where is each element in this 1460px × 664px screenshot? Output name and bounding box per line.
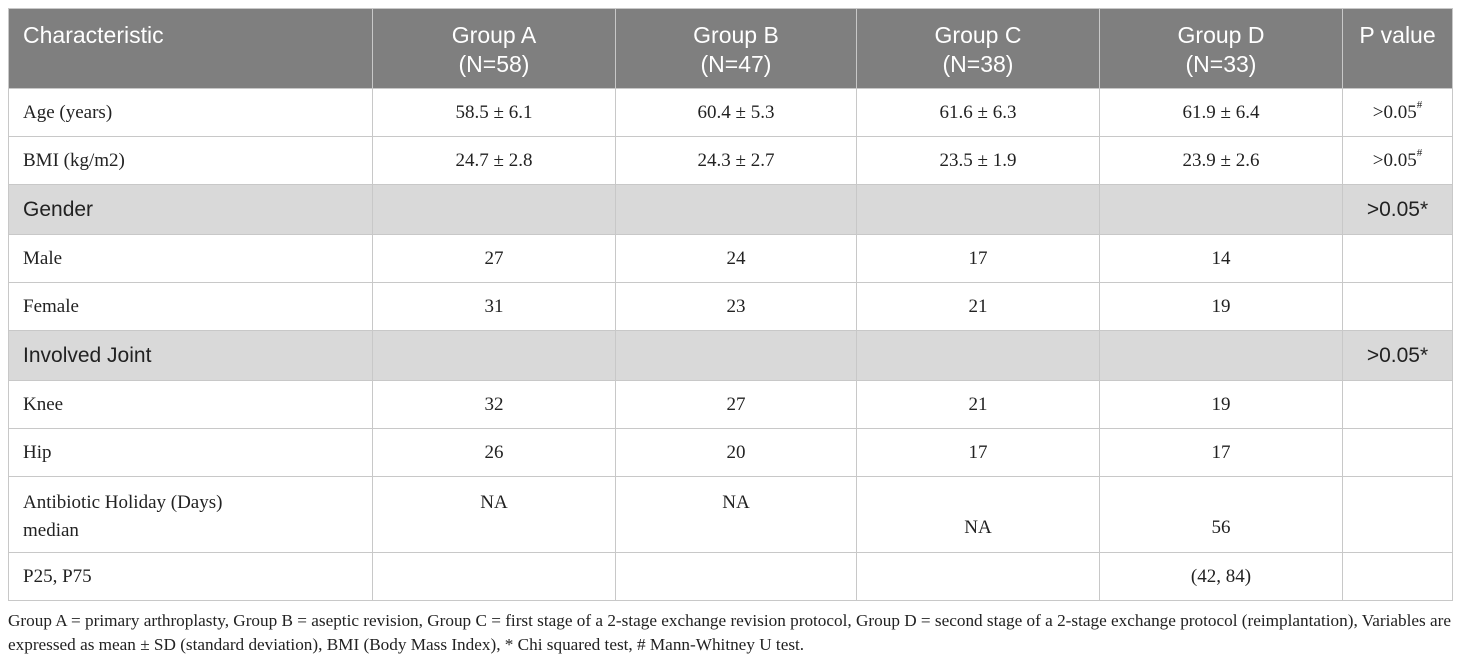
header-group-d: Group D (N=33) xyxy=(1099,8,1343,89)
cell-group-a: 24.7 ± 2.8 xyxy=(372,136,616,185)
table-row-bmi: BMI (kg/m2) 24.7 ± 2.8 24.3 ± 2.7 23.5 ±… xyxy=(8,136,1453,185)
cell-group-d: 23.9 ± 2.6 xyxy=(1099,136,1343,185)
table-row-age: Age (years) 58.5 ± 6.1 60.4 ± 5.3 61.6 ±… xyxy=(8,88,1453,137)
cell-group-c: 21 xyxy=(856,282,1100,331)
cell-group-b: 27 xyxy=(615,380,857,429)
section-row-gender: Gender >0.05* xyxy=(8,184,1453,235)
cell-group-d: 56 xyxy=(1099,476,1343,553)
row-label: Hip xyxy=(8,428,373,477)
cell-group-a: 26 xyxy=(372,428,616,477)
cell-group-b: 24 xyxy=(615,234,857,283)
row-label: Antibiotic Holiday (Days) median xyxy=(8,476,373,553)
header-p-value: P value xyxy=(1342,8,1453,89)
cell-group-d: 14 xyxy=(1099,234,1343,283)
cell-p-value: >0.05* xyxy=(1342,330,1453,381)
cell-group-d: 17 xyxy=(1099,428,1343,477)
row-label: Female xyxy=(8,282,373,331)
cell-group-b: 24.3 ± 2.7 xyxy=(615,136,857,185)
cell-group-c: 23.5 ± 1.9 xyxy=(856,136,1100,185)
row-label: BMI (kg/m2) xyxy=(8,136,373,185)
table-row-knee: Knee 32 27 21 19 xyxy=(8,380,1453,429)
cell-group-a: 58.5 ± 6.1 xyxy=(372,88,616,137)
table-row-hip: Hip 26 20 17 17 xyxy=(8,428,1453,477)
cell-group-b: 23 xyxy=(615,282,857,331)
header-group-b: Group B (N=47) xyxy=(615,8,857,89)
cell-p-value: >0.05# xyxy=(1342,88,1453,137)
cell-group-d: (42, 84) xyxy=(1099,552,1343,601)
cell-group-c: 61.6 ± 6.3 xyxy=(856,88,1100,137)
cell-group-a: 31 xyxy=(372,282,616,331)
section-row-involved-joint: Involved Joint >0.05* xyxy=(8,330,1453,381)
cell-group-a: 32 xyxy=(372,380,616,429)
row-label: P25, P75 xyxy=(8,552,373,601)
header-characteristic: Characteristic xyxy=(8,8,373,89)
cell-group-d: 19 xyxy=(1099,282,1343,331)
table-row-female: Female 31 23 21 19 xyxy=(8,282,1453,331)
cell-group-d: 61.9 ± 6.4 xyxy=(1099,88,1343,137)
cell-group-c: NA xyxy=(856,476,1100,553)
cell-group-c: 21 xyxy=(856,380,1100,429)
section-label: Gender xyxy=(8,184,373,235)
characteristics-table: Characteristic Group A (N=58) Group B (N=4… xyxy=(8,8,1453,601)
section-label: Involved Joint xyxy=(8,330,373,381)
cell-group-a: NA xyxy=(372,476,616,553)
header-row: Characteristic Group A (N=58) Group B (N=4… xyxy=(8,8,1453,89)
cell-p-value: >0.05* xyxy=(1342,184,1453,235)
cell-group-c: 17 xyxy=(856,428,1100,477)
table-row-p25-p75: P25, P75 (42, 84) xyxy=(8,552,1453,601)
cell-group-a: 27 xyxy=(372,234,616,283)
table-row-male: Male 27 24 17 14 xyxy=(8,234,1453,283)
table-row-antibiotic-holiday: Antibiotic Holiday (Days) median NA NA NA… xyxy=(8,476,1453,553)
row-label: Knee xyxy=(8,380,373,429)
cell-p-value: >0.05# xyxy=(1342,136,1453,185)
header-group-a: Group A (N=58) xyxy=(372,8,616,89)
cell-group-b: NA xyxy=(615,476,857,553)
cell-group-b: 60.4 ± 5.3 xyxy=(615,88,857,137)
row-label: Male xyxy=(8,234,373,283)
cell-group-d: 19 xyxy=(1099,380,1343,429)
header-group-c: Group C (N=38) xyxy=(856,8,1100,89)
row-label: Age (years) xyxy=(8,88,373,137)
table-footnote: Group A = primary arthroplasty, Group B … xyxy=(8,611,1451,654)
cell-group-c: 17 xyxy=(856,234,1100,283)
cell-group-b: 20 xyxy=(615,428,857,477)
